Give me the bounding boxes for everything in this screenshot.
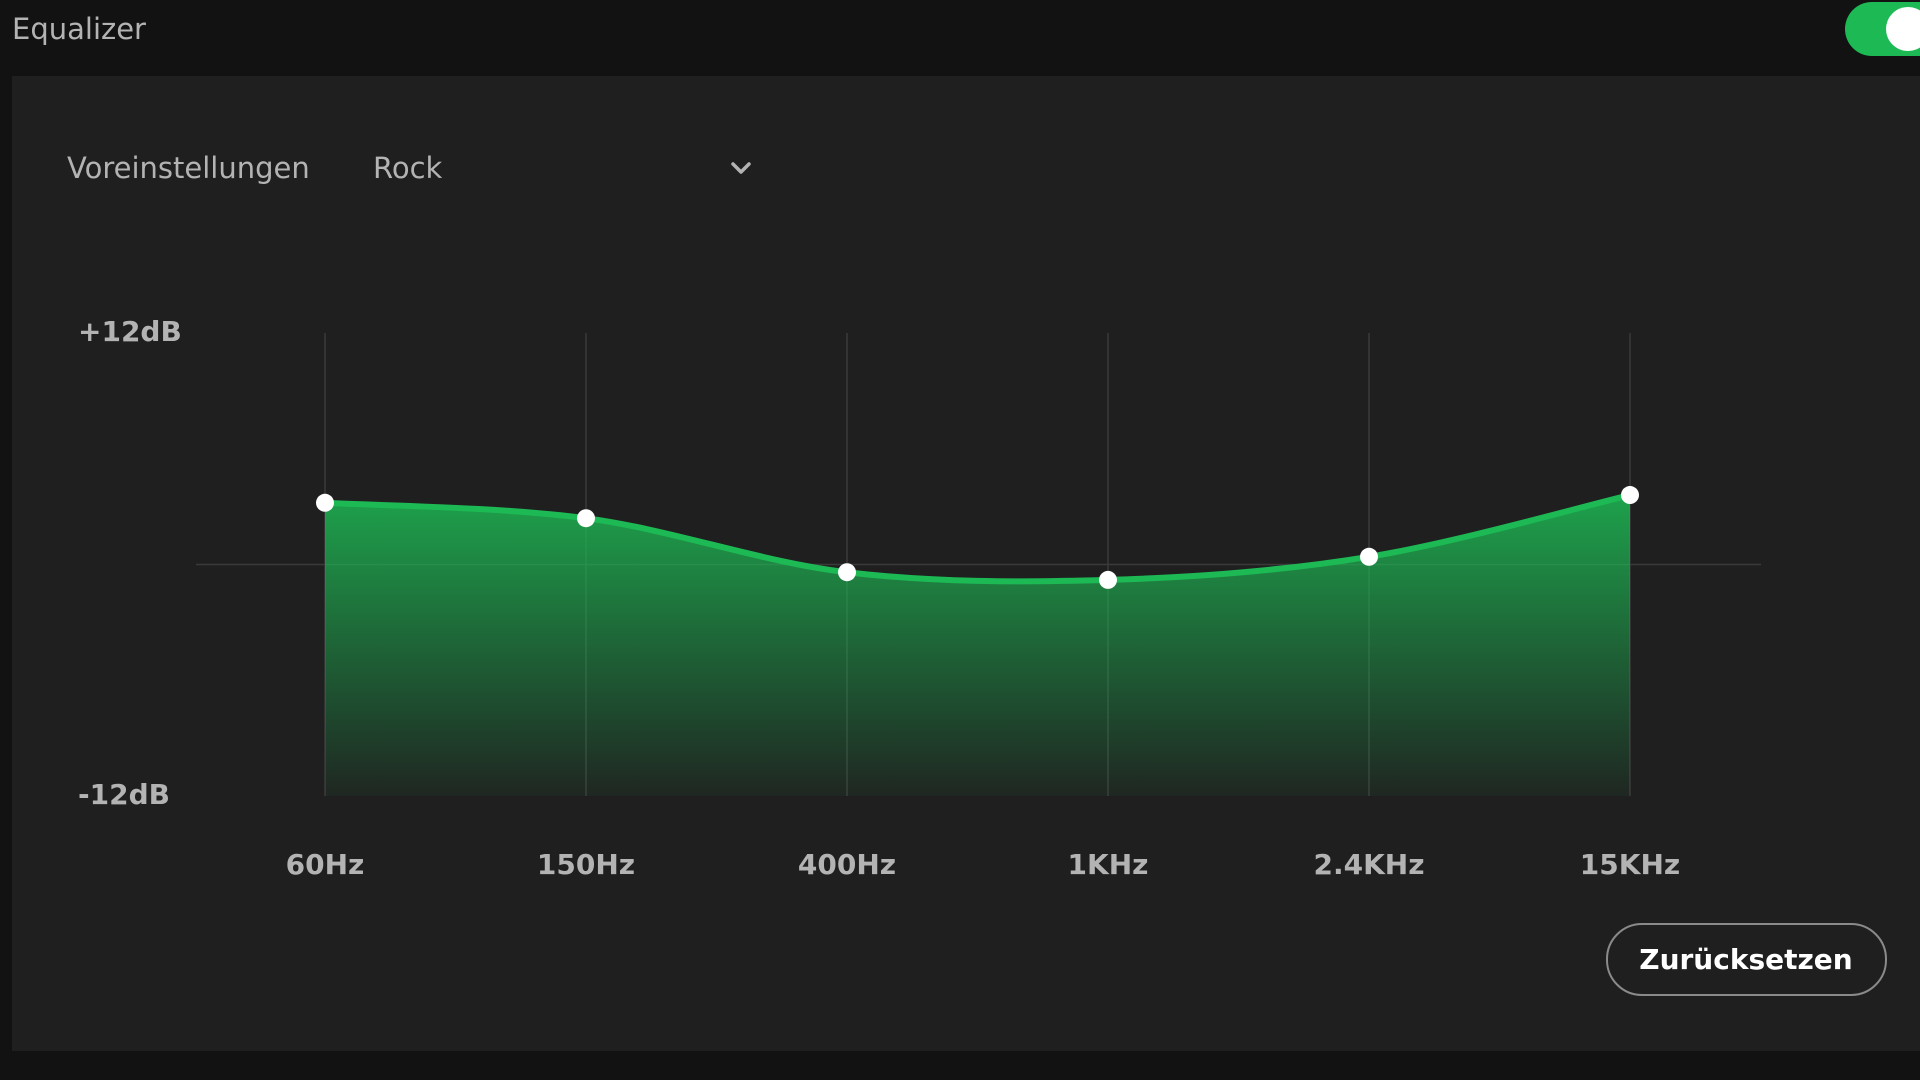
y-tick-label: +12dB [78, 315, 182, 348]
y-tick-label: -12dB [78, 778, 170, 811]
eq-area [325, 495, 1630, 796]
eq-line [324, 492, 1631, 585]
toggle-knob[interactable] [1886, 7, 1920, 51]
x-tick-label: 2.4KHz [1313, 848, 1424, 881]
eq-handle[interactable] [316, 493, 334, 512]
x-tick-label: 150Hz [537, 848, 635, 881]
panel [12, 76, 1920, 1051]
x-tick-label: 1KHz [1068, 848, 1149, 881]
reset-button-border[interactable] [1606, 923, 1887, 996]
presets-label: Voreinstellungen [67, 151, 310, 185]
presets-dropdown[interactable]: Rock [360, 140, 760, 200]
eq-handle[interactable] [838, 563, 856, 582]
x-tick-label: 15KHz [1580, 848, 1680, 881]
eq-handle[interactable] [1621, 486, 1639, 505]
x-tick-label: 400Hz [798, 848, 896, 881]
window-title: Equalizer [12, 12, 146, 46]
x-tick-label: 60Hz [286, 848, 365, 881]
toggle[interactable] [1845, 2, 1920, 56]
presets-value[interactable]: Rock [373, 151, 443, 185]
dropdown-chevron[interactable] [731, 162, 751, 174]
reset-button[interactable]: Zurücksetzen [1606, 923, 1887, 996]
eq-handle[interactable] [1099, 570, 1117, 589]
eq-handle[interactable] [1360, 547, 1378, 566]
eq-handle[interactable] [577, 509, 595, 528]
reset-button-label[interactable]: Zurücksetzen [1639, 943, 1852, 976]
eq-chart: 60Hz 150Hz 400Hz 1KHz 2.4KHz 15KHz +12dB -12dB [78, 315, 1761, 881]
